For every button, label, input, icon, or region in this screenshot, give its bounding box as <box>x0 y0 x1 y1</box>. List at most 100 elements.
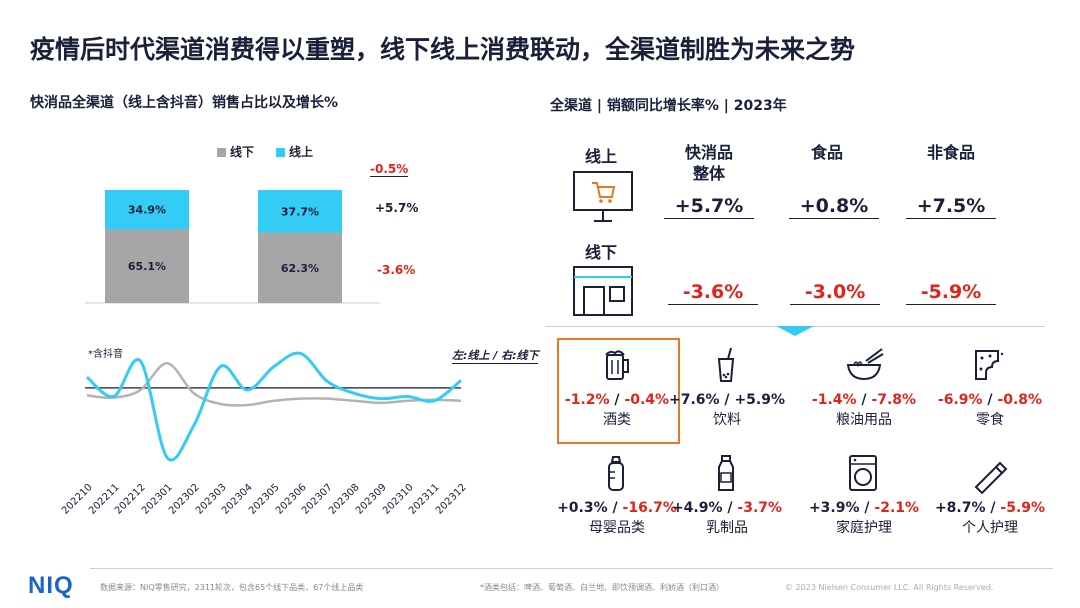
line-series-online <box>86 351 462 462</box>
category-offline-value: -16.7% <box>622 500 677 516</box>
bar-legend: 线下 线上 <box>217 143 313 160</box>
category-name: 零食 <box>976 412 1004 428</box>
bar-data-label: 37.7% <box>281 205 319 218</box>
online-food-value: +0.8% <box>789 195 879 219</box>
category-icon-wrap <box>800 344 928 392</box>
left-subtitle: 快消品全渠道（线上含抖音）销售占比以及增长% <box>30 95 339 111</box>
category-icon-wrap <box>553 344 681 392</box>
offline-food-value: -3.0% <box>790 281 880 305</box>
milk-bottle-icon <box>718 455 734 491</box>
category-name: 饮料 <box>713 412 741 428</box>
douyin-note: *含抖音 <box>88 349 123 360</box>
beer-icon <box>605 350 629 380</box>
category-name: 个人护理 <box>962 520 1018 536</box>
category-offline-value: -7.8% <box>871 392 917 408</box>
growth-offline: -3.6% <box>377 263 416 277</box>
cookie-icon <box>975 350 1004 380</box>
category-values: -1.4% / -7.8% <box>800 392 928 408</box>
category-name: 乳制品 <box>706 520 748 536</box>
category-cell: +8.7% / -5.9% 个人护理 <box>926 452 1054 537</box>
bar-data-label: 62.3% <box>281 262 319 275</box>
legend-offline: 线下 <box>217 143 254 160</box>
highlight-box <box>557 338 680 444</box>
category-online-value: -6.9% <box>937 392 983 408</box>
category-icon-wrap <box>926 452 1054 500</box>
category-name: 家庭护理 <box>836 520 892 536</box>
bar-offline-segment <box>105 229 189 303</box>
category-cell: +7.6% / +5.9% 饮料 <box>663 344 791 429</box>
category-offline-value: -0.8% <box>997 392 1043 408</box>
category-values: +3.9% / -2.1% <box>800 500 928 516</box>
category-separator: / <box>607 500 623 516</box>
category-icon-wrap <box>663 344 791 392</box>
category-online-value: +0.3% <box>557 500 608 516</box>
category-values: -6.9% / -0.8% <box>926 392 1054 408</box>
online-nonfood-value: +7.5% <box>906 195 996 219</box>
offline-row-label: 线下 <box>585 243 618 262</box>
category-offline-value: -5.9% <box>1000 500 1046 516</box>
category-offline-value: -3.7% <box>737 500 783 516</box>
category-values: +4.9% / -3.7% <box>663 500 791 516</box>
page-title: 疫情后时代渠道消费得以重塑，线下线上消费联动，全渠道制胜为未来之势 <box>30 35 856 64</box>
category-offline-value: +5.9% <box>734 392 785 408</box>
offline-nonfood-value: -5.9% <box>906 281 996 305</box>
online-fmcg-value: +5.7% <box>664 195 754 219</box>
category-online-value: +3.9% <box>808 500 860 516</box>
category-online-value: +8.7% <box>934 500 986 516</box>
category-icon-wrap <box>926 344 1054 392</box>
footer-divider <box>90 568 1053 569</box>
bar-data-label: 65.1% <box>128 260 166 273</box>
category-separator: / <box>609 392 625 408</box>
category-cell: +4.9% / -3.7% 乳制品 <box>663 452 791 537</box>
online-shop-icon <box>573 171 633 222</box>
monthly-line-chart <box>85 351 462 462</box>
category-icon-wrap <box>800 452 928 500</box>
category-values: +8.7% / -5.9% <box>926 500 1054 516</box>
category-online-value: -1.2% <box>564 392 610 408</box>
footer-note: *酒类包括：啤酒、葡萄酒、白兰地、即饮预调酒、利娇酒（利口酒） <box>480 583 724 592</box>
category-online-value: +7.6% <box>669 392 720 408</box>
bar-data-label: 34.9% <box>128 204 166 217</box>
stacked-bar-chart: 65.1%34.9%YTD 221262.3%37.7%YTD 2312 <box>85 190 380 304</box>
online-row-label: 线上 <box>585 147 618 166</box>
niq-logo: NIQ <box>28 572 74 599</box>
category-cell: -6.9% / -0.8% 零食 <box>926 344 1054 429</box>
category-cell: +3.9% / -2.1% 家庭护理 <box>800 452 928 537</box>
side-label: 左:线上 / 右:线下 <box>452 349 539 364</box>
category-online-value: +4.9% <box>671 500 723 516</box>
col-head-nonfood: 非食品 <box>926 143 975 162</box>
category-name: 粮油用品 <box>836 412 892 428</box>
category-cell: -1.4% / -7.8% 粮油用品 <box>800 344 928 429</box>
category-cell: +0.3% / -16.7% 母婴品类 <box>553 452 681 537</box>
tube-icon <box>974 461 1008 495</box>
category-separator: / <box>982 392 998 408</box>
growth-total: -0.5% <box>370 162 409 177</box>
drink-cup-icon <box>717 347 735 382</box>
category-name: 母婴品类 <box>589 520 645 536</box>
bar-offline-segment <box>258 232 342 303</box>
right-subtitle: 全渠道 | 销额同比增长率% | 2023年 <box>550 98 787 114</box>
col-head-food: 食品 <box>810 143 843 162</box>
footer-copyright: © 2023 Nielsen Consumer LLC. All Rights … <box>785 583 994 592</box>
category-separator: / <box>856 392 872 408</box>
category-online-value: -1.4% <box>811 392 857 408</box>
category-separator: / <box>985 500 1001 516</box>
noodle-bowl-icon <box>846 348 884 381</box>
category-cell: -1.2% / -0.4% 酒类 <box>553 344 681 429</box>
pointer-triangle <box>776 326 814 336</box>
legend-online: 线上 <box>276 143 313 160</box>
bar-online-segment <box>105 190 189 230</box>
footer-source: 数据来源：NIQ零售研究，2311轮次，包含65个线下品类，67个线上品类 <box>100 583 364 592</box>
category-name: 酒类 <box>603 412 631 428</box>
category-separator: / <box>719 392 735 408</box>
category-icon-wrap <box>663 452 791 500</box>
store-icon <box>573 266 633 316</box>
growth-online: +5.7% <box>375 201 419 215</box>
bar-online-segment <box>258 190 342 233</box>
category-values: +7.6% / +5.9% <box>663 392 791 408</box>
category-icon-wrap <box>553 452 681 500</box>
washing-machine-icon <box>849 455 877 491</box>
category-offline-value: -0.4% <box>624 392 670 408</box>
category-separator: / <box>722 500 738 516</box>
baby-bottle-icon <box>608 456 624 491</box>
